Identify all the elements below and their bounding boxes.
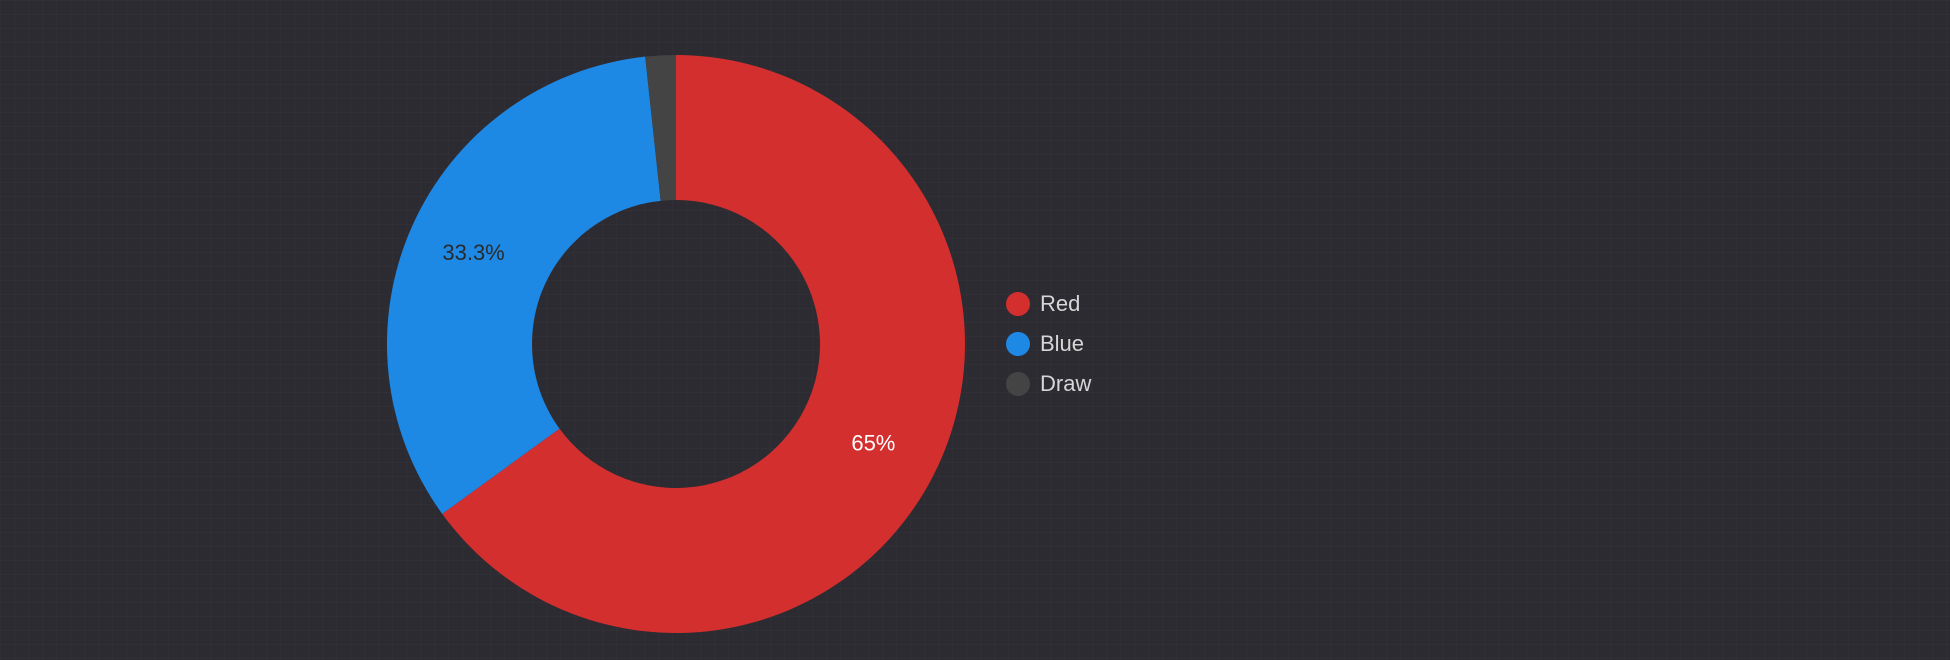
slice-blue[interactable] bbox=[386, 56, 661, 514]
legend-label-blue: Blue bbox=[1040, 331, 1085, 356]
legend-item-blue[interactable]: Blue bbox=[1006, 324, 1091, 364]
legend-label-draw: Draw bbox=[1040, 371, 1092, 396]
legend-swatch-blue bbox=[1006, 332, 1030, 356]
legend-swatch-draw bbox=[1006, 372, 1030, 396]
legend-item-draw[interactable]: Draw bbox=[1006, 364, 1091, 404]
data-label-blue: 33.3% bbox=[442, 240, 504, 265]
data-label-red: 65% bbox=[851, 430, 895, 455]
legend-item-red[interactable]: Red bbox=[1006, 284, 1091, 324]
chart-legend: Red Blue Draw bbox=[1006, 284, 1091, 404]
legend-label-red: Red bbox=[1040, 291, 1081, 316]
slice-red[interactable] bbox=[442, 55, 965, 634]
slice-draw[interactable] bbox=[645, 55, 676, 201]
legend-swatch-red bbox=[1006, 292, 1030, 316]
